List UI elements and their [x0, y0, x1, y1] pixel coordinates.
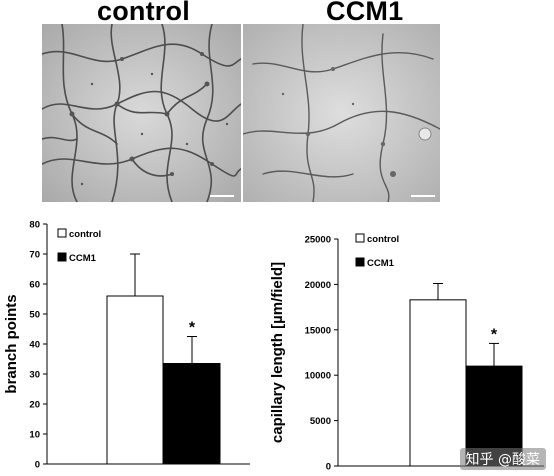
- legend-label: CCM1: [367, 258, 395, 269]
- y-tick-label: 10: [29, 430, 40, 441]
- y-tick-label: 20000: [305, 280, 331, 291]
- y-tick-label: 70: [29, 250, 40, 261]
- capillary-length-chart-svg: 0 5000 10000 15000 20000 25000 capillary lengt…: [269, 233, 544, 473]
- legend-label: control: [367, 234, 399, 245]
- y-tick-label: 20: [29, 400, 40, 411]
- legend-swatch: [57, 228, 67, 238]
- branch-points-chart: 0 10 20 30 40 50 60 70 80 branch points * control CC…: [0, 212, 260, 476]
- y-tick-label: 15000: [305, 325, 331, 336]
- y-tick-label: 50: [29, 310, 40, 321]
- significance-marker: *: [491, 326, 498, 343]
- y-tick-label: 30: [29, 370, 40, 381]
- control-micrograph: [42, 24, 241, 202]
- significance-marker: *: [189, 320, 196, 337]
- y-tick-label: 5000: [310, 416, 331, 427]
- y-tick-label: 60: [29, 280, 40, 291]
- panel-title-control: control: [97, 0, 190, 26]
- y-tick-label: 40: [29, 340, 40, 351]
- bar-ccm1: [163, 363, 221, 465]
- y-tick-label: 80: [29, 220, 40, 231]
- legend-swatch: [57, 252, 67, 262]
- legend-swatch: [355, 257, 365, 267]
- branch-points-chart-svg: 0 10 20 30 40 50 60 70 80 branch points * control CC…: [3, 220, 250, 471]
- y-tick-label: 0: [326, 462, 331, 473]
- ccm1-micrograph: [243, 24, 440, 202]
- y-tick-label: 10000: [305, 371, 331, 382]
- bar-control: [106, 295, 164, 465]
- bar-control: [409, 299, 467, 467]
- capillary-length-chart: 0 5000 10000 15000 20000 25000 capillary lengt…: [262, 212, 554, 476]
- y-tick-label: 0: [35, 460, 40, 471]
- y-axis-label: capillary length [µm/field]: [269, 262, 286, 443]
- watermark-text: 知乎 @酸菜: [459, 448, 546, 470]
- legend-swatch: [355, 233, 365, 243]
- y-tick-label: 25000: [305, 235, 331, 246]
- panel-title-ccm1: CCM1: [326, 0, 404, 26]
- y-axis-label: branch points: [3, 294, 20, 393]
- legend-label: control: [69, 229, 101, 240]
- legend-label: CCM1: [69, 253, 97, 264]
